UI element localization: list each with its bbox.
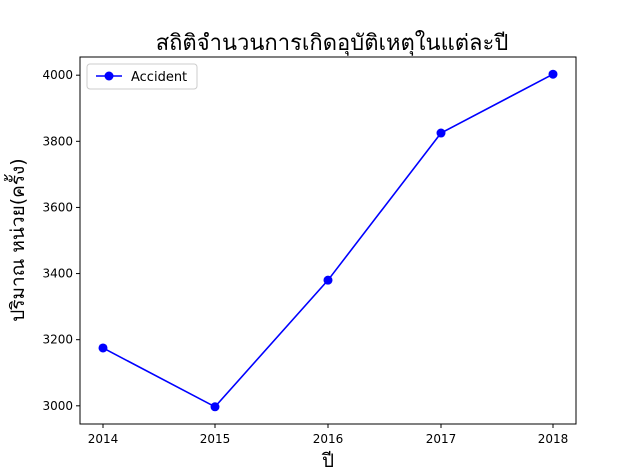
plot-area-frame — [79, 56, 577, 425]
legend: Accident — [86, 63, 198, 90]
y-tick-label: 3400 — [42, 267, 73, 281]
data-point — [548, 69, 558, 79]
x-tick-label: 2014 — [88, 432, 119, 446]
series-line-accident — [102, 73, 554, 408]
y-tick-label: 3800 — [42, 134, 73, 148]
legend-marker-swatch — [104, 71, 114, 81]
x-tick-label: 2018 — [538, 432, 569, 446]
data-point — [210, 402, 220, 412]
y-tick-label: 3200 — [42, 333, 73, 347]
x-axis-label: ปี — [321, 450, 334, 472]
data-point — [323, 275, 333, 285]
series-layer — [98, 69, 558, 412]
y-tick-label: 3000 — [42, 399, 73, 413]
legend-box — [86, 63, 198, 90]
legend-label-accident: Accident — [131, 70, 187, 85]
data-point — [436, 128, 446, 138]
y-tick-label: 3600 — [42, 200, 73, 214]
x-tick-label: 2015 — [200, 432, 231, 446]
x-axis: 2014 2015 2016 2017 2018 — [88, 424, 569, 446]
x-tick-label: 2017 — [426, 432, 457, 446]
y-tick-label: 4000 — [42, 68, 73, 82]
chart-title: สถิติจำนวนการเกิดอุบัติเหตุในแต่ละปี — [156, 30, 509, 56]
x-tick-label: 2016 — [313, 432, 344, 446]
y-axis-label: ปริมาณ หน่วย(ครั้ง) — [4, 158, 29, 321]
y-axis: 3000 3200 3400 3600 3800 4000 — [42, 68, 80, 413]
data-point — [98, 343, 108, 353]
